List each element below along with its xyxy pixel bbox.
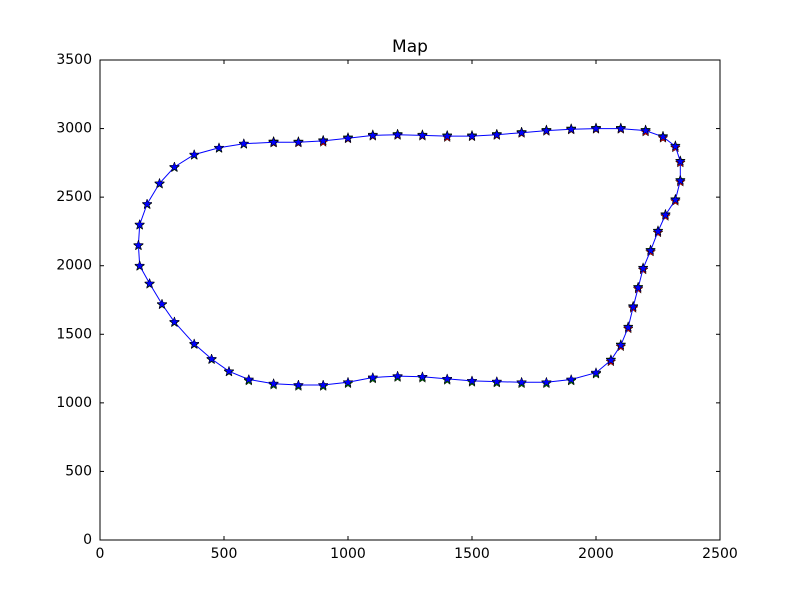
star-marker xyxy=(188,148,200,160)
star-marker xyxy=(622,321,634,333)
star-marker xyxy=(637,262,649,274)
star-marker xyxy=(657,131,669,142)
star-marker xyxy=(268,136,280,147)
star-marker xyxy=(243,373,255,385)
star-marker xyxy=(674,155,686,167)
star-marker xyxy=(516,376,528,387)
y-tick-label: 2000 xyxy=(56,258,92,274)
star-marker xyxy=(632,281,644,293)
star-marker xyxy=(416,371,428,382)
x-tick-label: 2000 xyxy=(578,546,614,562)
star-marker xyxy=(392,370,404,381)
star-marker xyxy=(441,373,453,384)
star-marker xyxy=(615,122,627,134)
star-marker xyxy=(367,129,379,141)
x-tick-label: 1500 xyxy=(454,546,490,562)
star-marker xyxy=(292,379,304,390)
y-tick-label: 3500 xyxy=(56,52,92,68)
star-marker xyxy=(206,353,218,364)
star-marker xyxy=(516,126,528,138)
chart-title: Map xyxy=(392,37,428,57)
star-marker xyxy=(168,161,180,172)
star-marker xyxy=(168,316,180,327)
star-marker xyxy=(416,129,428,141)
star-marker xyxy=(466,130,478,141)
x-tick-label: 2500 xyxy=(702,546,738,562)
x-tick-label: 1000 xyxy=(330,546,366,562)
star-marker xyxy=(342,376,354,387)
star-marker xyxy=(540,376,552,387)
star-marker xyxy=(652,225,664,237)
star-marker xyxy=(317,379,329,390)
star-marker xyxy=(565,123,577,134)
star-marker xyxy=(491,128,503,140)
y-tick-label: 3000 xyxy=(56,121,92,137)
star-marker xyxy=(134,218,146,230)
star-marker xyxy=(491,375,503,387)
star-marker xyxy=(213,142,225,153)
star-marker xyxy=(133,239,144,250)
star-marker xyxy=(144,277,156,289)
star-marker xyxy=(615,339,627,350)
star-marker xyxy=(669,140,681,152)
star-marker xyxy=(342,132,354,143)
star-marker xyxy=(590,122,602,134)
star-marker xyxy=(134,259,146,271)
star-marker xyxy=(392,128,404,140)
x-tick-label: 0 xyxy=(96,546,105,562)
y-tick-label: 2500 xyxy=(56,189,92,205)
star-marker xyxy=(292,136,304,147)
star-marker xyxy=(188,338,200,349)
star-marker xyxy=(317,135,329,146)
y-tick-label: 1000 xyxy=(56,395,92,411)
y-tick-label: 0 xyxy=(83,532,92,548)
x-tick-label: 500 xyxy=(211,546,238,562)
star-marker xyxy=(154,177,166,189)
star-marker xyxy=(156,298,168,309)
star-marker xyxy=(645,244,657,256)
star-marker xyxy=(238,137,250,149)
star-marker xyxy=(441,130,453,141)
star-marker xyxy=(367,371,379,383)
star-marker xyxy=(540,124,552,136)
star-marker xyxy=(268,377,280,389)
star-marker xyxy=(565,373,577,385)
star-marker xyxy=(223,365,235,377)
star-marker xyxy=(605,354,617,366)
star-marker xyxy=(466,375,478,386)
star-marker xyxy=(590,366,602,378)
y-tick-label: 1500 xyxy=(56,326,92,342)
star-marker xyxy=(141,198,153,209)
star-marker xyxy=(674,174,686,186)
star-marker xyxy=(640,124,652,136)
star-marker xyxy=(669,194,681,205)
star-marker xyxy=(659,209,671,220)
plot-frame xyxy=(99,59,721,541)
star-marker xyxy=(627,301,639,312)
y-tick-label: 500 xyxy=(65,463,92,479)
